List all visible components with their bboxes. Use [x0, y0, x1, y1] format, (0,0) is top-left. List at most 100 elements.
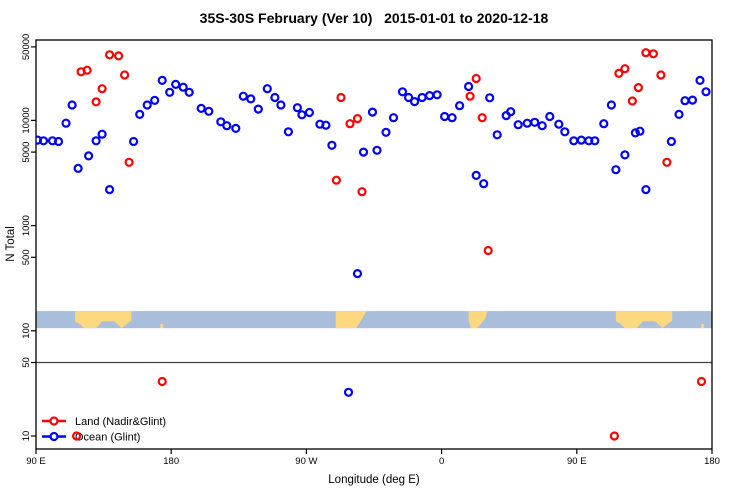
map-strip-land [75, 311, 132, 329]
data-point-ocean [171, 79, 181, 90]
data-point-ocean [184, 87, 194, 97]
data-point-land [620, 64, 630, 74]
data-point-land [71, 431, 82, 441]
data-point-land [465, 91, 475, 101]
data-point-ocean [404, 92, 414, 103]
data-point-ocean [367, 107, 378, 117]
data-point-ocean [471, 170, 481, 180]
data-point-ocean [343, 387, 354, 397]
data-point-ocean [276, 100, 286, 110]
data-point-ocean [352, 269, 363, 279]
data-point-ocean [410, 96, 420, 107]
data-point-ocean [687, 95, 698, 105]
data-point-ocean [701, 87, 711, 97]
data-point-land [609, 431, 620, 441]
data-point-ocean [129, 136, 139, 147]
data-point-land [477, 113, 487, 123]
data-point-land [119, 70, 130, 80]
data-point-ocean [222, 121, 232, 131]
data-point-ocean [506, 107, 516, 117]
data-point-ocean [455, 101, 465, 111]
data-point-ocean [97, 129, 107, 139]
data-point-ocean [479, 179, 489, 189]
data-point-land [82, 65, 92, 75]
data-point-ocean [67, 100, 77, 110]
map-strip-land [468, 311, 488, 329]
y-tick-label: 5000 [21, 142, 32, 163]
data-point-ocean [358, 147, 369, 157]
map-strip-ocean [36, 311, 712, 329]
data-point-ocean [485, 93, 495, 103]
data-point-ocean [142, 100, 152, 110]
x-tick-label: 90 W [295, 456, 317, 467]
data-point-ocean [196, 103, 206, 114]
data-point-ocean [560, 127, 570, 137]
plot-base-layer: 90 E 180 90 W 0 90 E 180 10 50 100 500 1000 5000 100… [21, 34, 720, 467]
data-point-ocean [283, 127, 293, 137]
data-point-ocean [674, 109, 684, 120]
data-point-ocean [425, 90, 435, 101]
data-point-ocean [53, 136, 64, 147]
data-point-ocean [297, 110, 307, 120]
data-point-ocean [73, 163, 83, 173]
data-point-ocean [492, 130, 502, 140]
data-point-ocean [513, 120, 523, 130]
data-point-ocean [327, 140, 337, 150]
data-point-land [696, 376, 707, 387]
data-point-ocean [270, 92, 280, 103]
map-strip-land [335, 311, 367, 329]
legend: Land (Nadir&Glint) Ocean (Glint) [42, 416, 166, 444]
y-tick-label: 500 [21, 249, 32, 265]
data-point-ocean [537, 121, 547, 131]
map-strip-land [160, 323, 164, 329]
data-point-ocean [292, 103, 302, 113]
data-point-ocean [304, 107, 314, 118]
legend-label-land: Land (Nadir&Glint) [75, 416, 166, 428]
x-tick-label: 0 [439, 456, 444, 467]
data-point-land [336, 92, 346, 103]
data-point-ocean [397, 87, 408, 97]
data-point-ocean [590, 136, 600, 146]
y-tick-label: 1000 [21, 215, 32, 236]
data-point-ocean [432, 90, 442, 100]
data-point-ocean [321, 120, 331, 130]
data-point-land [113, 51, 124, 61]
data-point-land [648, 49, 659, 59]
data-points-layer [36, 48, 711, 441]
x-tick-label: 180 [163, 456, 179, 467]
y-tick-label: 50000 [21, 34, 32, 60]
data-point-land [357, 187, 367, 197]
map-strip [36, 311, 712, 329]
data-point-ocean [635, 126, 645, 136]
data-point-ocean [695, 75, 705, 86]
data-point-ocean [372, 145, 382, 155]
data-point-ocean [246, 94, 256, 104]
data-point-ocean [599, 119, 609, 129]
data-point-land [97, 84, 107, 94]
data-point-ocean [83, 151, 94, 161]
data-point-land [124, 157, 134, 167]
data-point-ocean [381, 127, 391, 137]
data-point-ocean [569, 136, 579, 146]
legend-markers [42, 416, 66, 442]
data-point-land [641, 48, 651, 58]
data-point-ocean [576, 135, 586, 145]
data-point-ocean [464, 81, 474, 92]
data-point-ocean [545, 111, 555, 122]
data-point-ocean [447, 113, 457, 123]
data-point-land [483, 245, 493, 256]
data-point-ocean [157, 75, 167, 86]
y-tick-label: 50 [21, 357, 32, 368]
data-point-land [471, 73, 481, 84]
data-point-land [627, 96, 638, 106]
data-point-ocean [253, 104, 263, 114]
data-point-ocean [680, 96, 690, 106]
data-point-land [633, 82, 644, 93]
data-point-ocean [216, 117, 226, 127]
data-point-land [345, 119, 355, 129]
data-point-ocean [204, 106, 214, 116]
legend-marker-ocean-circle [49, 431, 59, 442]
data-point-ocean [388, 113, 399, 123]
data-point-ocean [91, 136, 101, 146]
data-point-ocean [666, 136, 677, 147]
